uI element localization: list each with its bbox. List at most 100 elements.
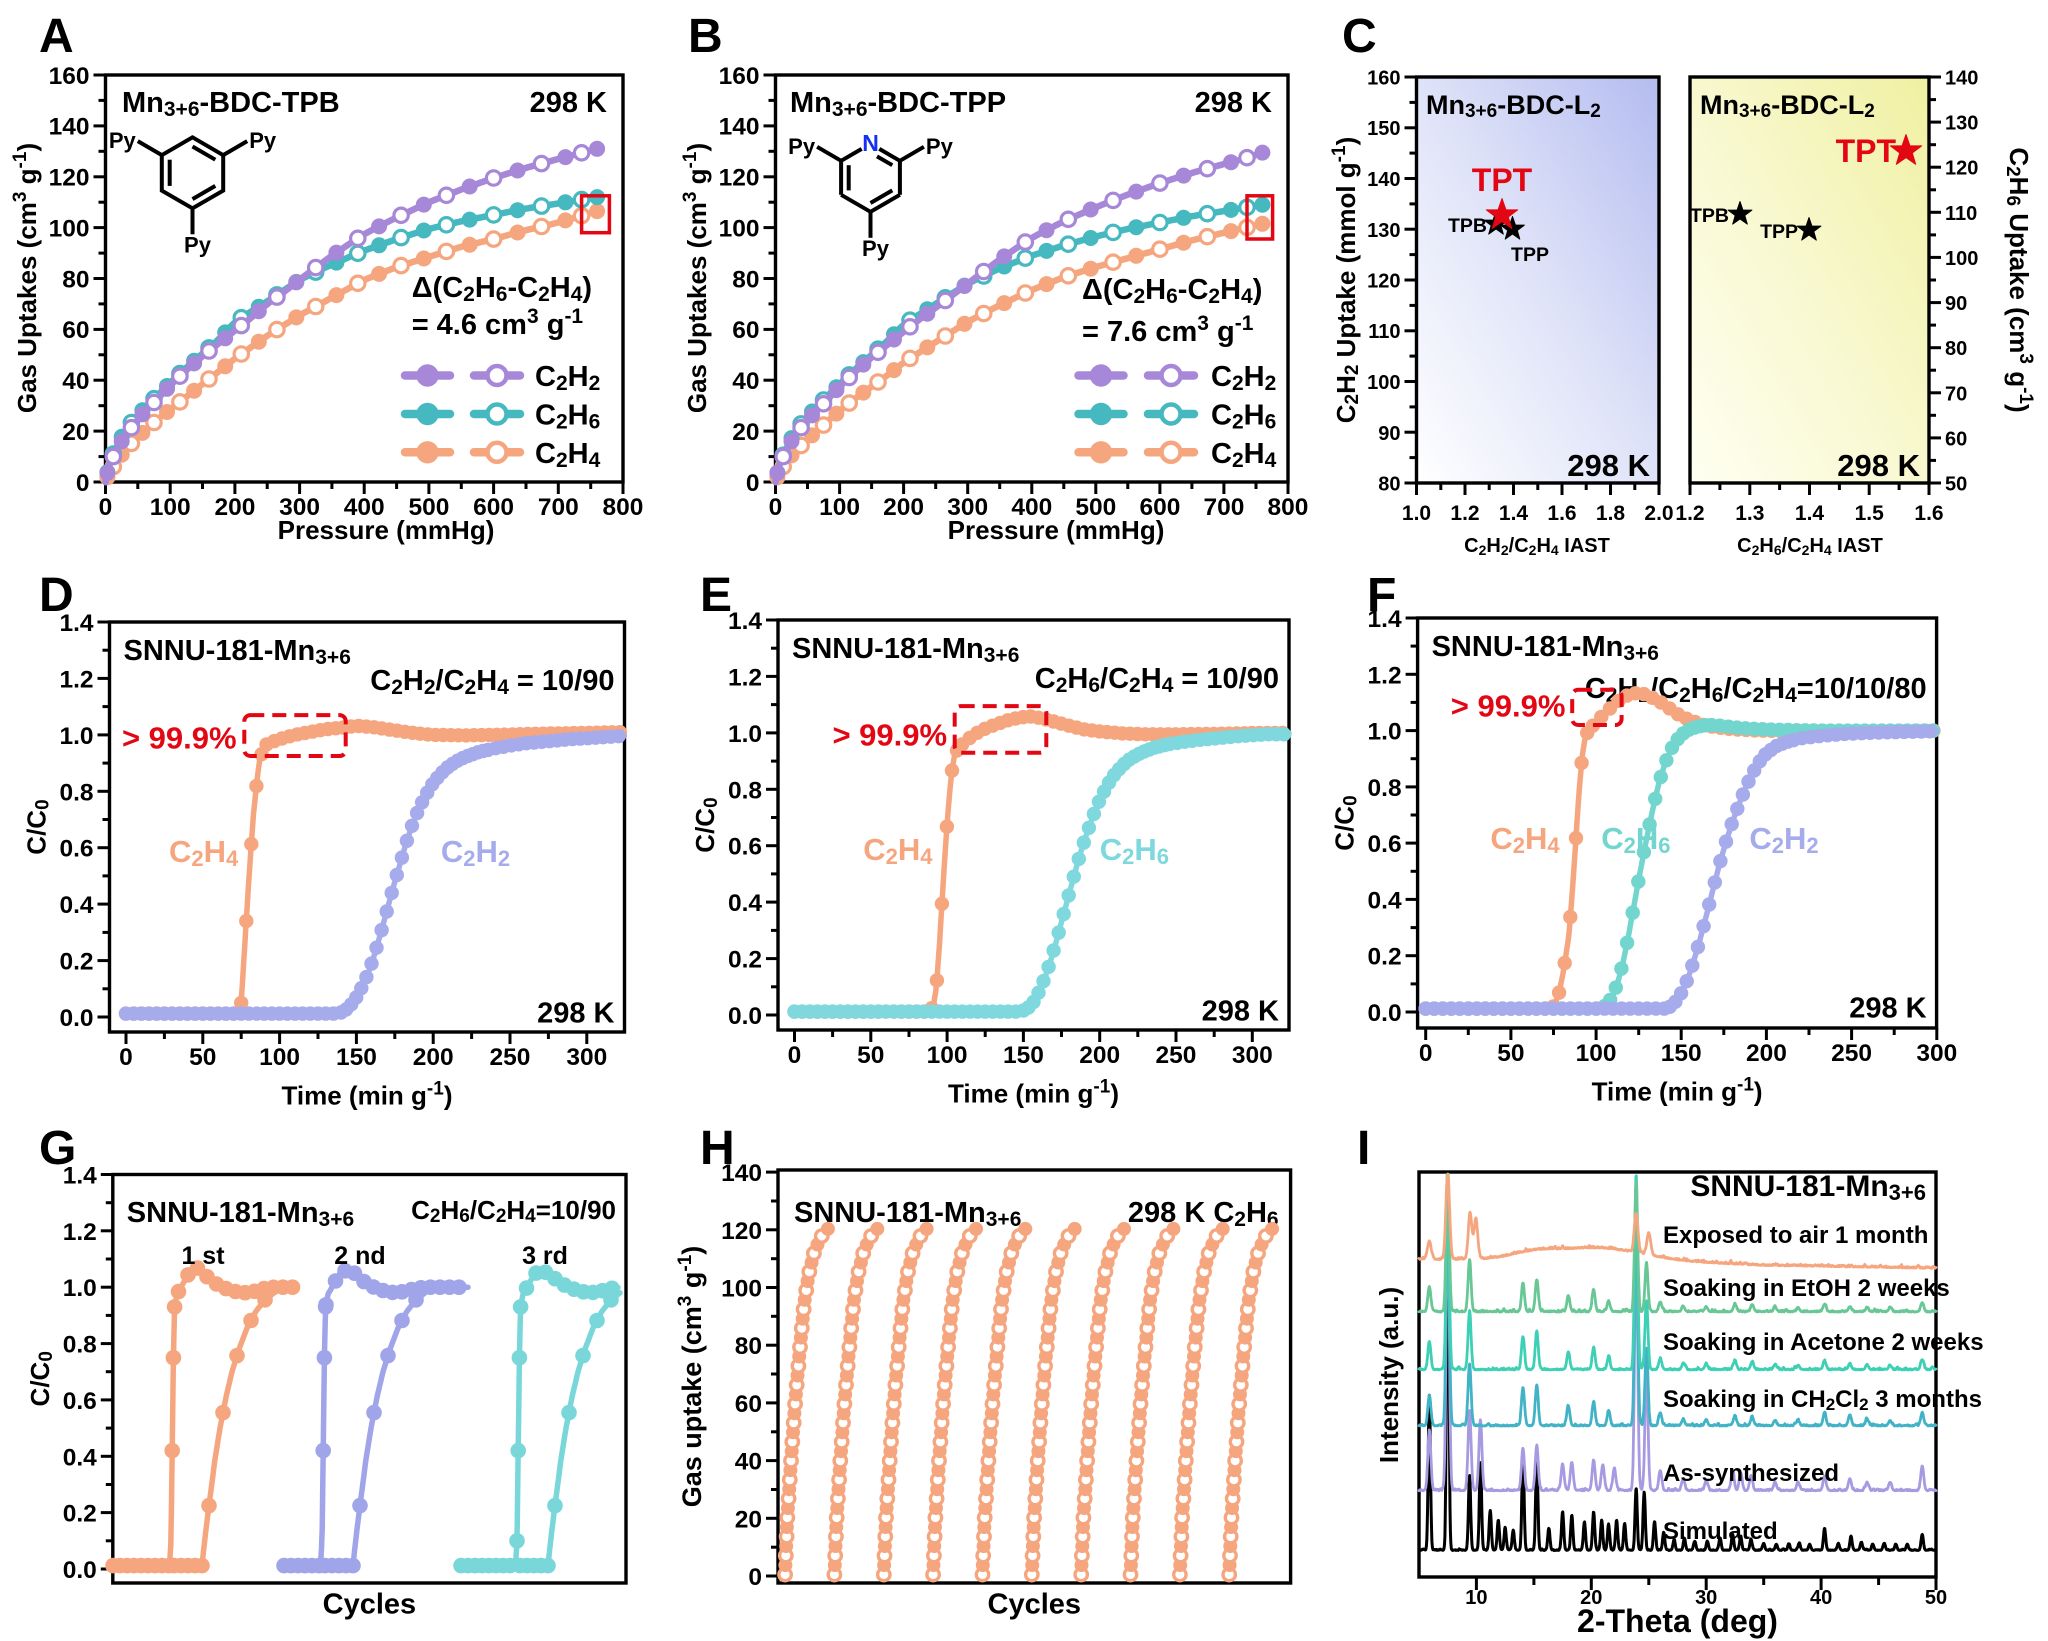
- svg-text:0.6: 0.6: [59, 836, 93, 863]
- svg-text:120: 120: [719, 165, 760, 192]
- svg-text:SNNU-181-Mn3+6: SNNU-181-Mn3+6: [1432, 631, 1659, 665]
- svg-text:Time (min g-1): Time (min g-1): [948, 1077, 1119, 1109]
- svg-text:Gas Uptakes (cm3 g-1): Gas Uptakes (cm3 g-1): [680, 143, 712, 413]
- svg-text:110: 110: [1368, 321, 1400, 343]
- svg-text:150: 150: [336, 1044, 377, 1071]
- svg-text:100: 100: [1367, 372, 1400, 394]
- svg-text:60: 60: [732, 317, 759, 344]
- svg-text:250: 250: [1156, 1042, 1197, 1069]
- svg-text:100: 100: [150, 494, 191, 521]
- svg-text:Mn3+6-BDC-L2: Mn3+6-BDC-L2: [1426, 90, 1601, 122]
- svg-text:150: 150: [1003, 1042, 1044, 1069]
- svg-text:0.2: 0.2: [728, 947, 762, 974]
- svg-text:I: I: [1357, 1122, 1370, 1175]
- svg-text:160: 160: [49, 63, 90, 90]
- svg-text:C2H4: C2H4: [863, 832, 933, 869]
- svg-text:3 rd: 3 rd: [522, 1242, 568, 1270]
- svg-text:200: 200: [214, 494, 255, 521]
- svg-text:140: 140: [721, 1160, 762, 1187]
- svg-text:110: 110: [1945, 203, 1977, 225]
- svg-text:100: 100: [721, 1276, 762, 1303]
- svg-text:140: 140: [1367, 169, 1400, 191]
- svg-text:100: 100: [1945, 248, 1978, 270]
- svg-text:1.4: 1.4: [728, 608, 762, 635]
- svg-text:80: 80: [62, 266, 89, 293]
- svg-text:120: 120: [721, 1218, 762, 1245]
- svg-text:Soaking in CH2Cl2 3 months: Soaking in CH2Cl2 3 months: [1663, 1386, 1982, 1414]
- svg-text:40: 40: [735, 1449, 762, 1476]
- svg-text:= 4.6 cm3 g-1: = 4.6 cm3 g-1: [412, 305, 584, 341]
- svg-text:Mn3+6-BDC-TPP: Mn3+6-BDC-TPP: [790, 87, 1006, 121]
- svg-text:C2H6/C2H4 = 10/90: C2H6/C2H4 = 10/90: [1035, 663, 1279, 697]
- svg-text:200: 200: [883, 494, 924, 521]
- svg-text:1.0: 1.0: [1402, 502, 1431, 525]
- svg-text:298 K: 298 K: [1849, 993, 1926, 1025]
- svg-text:298 K: 298 K: [1195, 87, 1272, 119]
- svg-text:50: 50: [189, 1044, 216, 1071]
- svg-text:0.0: 0.0: [59, 1005, 93, 1032]
- svg-text:0: 0: [119, 1044, 133, 1071]
- svg-text:80: 80: [732, 266, 759, 293]
- svg-text:1.4: 1.4: [63, 1163, 97, 1190]
- svg-text:300: 300: [279, 494, 320, 521]
- svg-text:1.0: 1.0: [63, 1275, 97, 1302]
- svg-text:298 K: 298 K: [530, 87, 607, 119]
- svg-text:C2H4: C2H4: [535, 438, 601, 472]
- svg-text:Simulated: Simulated: [1663, 1518, 1778, 1545]
- svg-text:80: 80: [1945, 338, 1967, 360]
- svg-text:1.2: 1.2: [63, 1219, 97, 1246]
- svg-text:Py: Py: [249, 128, 277, 153]
- svg-text:800: 800: [603, 494, 644, 521]
- svg-text:C2H6 Uptake (cm3 g-1): C2H6 Uptake (cm3 g-1): [2002, 147, 2036, 412]
- svg-text:Py: Py: [862, 236, 890, 261]
- svg-text:Δ(C2H6-C2H4): Δ(C2H6-C2H4): [1082, 274, 1262, 308]
- svg-text:Time (min g-1): Time (min g-1): [281, 1079, 452, 1111]
- svg-text:1.2: 1.2: [1450, 502, 1479, 525]
- svg-text:298 K: 298 K: [1202, 996, 1279, 1028]
- svg-text:Exposed to air 1 month: Exposed to air 1 month: [1663, 1222, 1928, 1249]
- svg-text:SNNU-181-Mn3+6: SNNU-181-Mn3+6: [792, 633, 1019, 667]
- svg-text:0.8: 0.8: [728, 777, 762, 804]
- svg-text:Soaking in EtOH 2 weeks: Soaking in EtOH 2 weeks: [1663, 1275, 1950, 1302]
- svg-text:20: 20: [732, 419, 759, 446]
- svg-text:C: C: [1342, 10, 1377, 63]
- svg-text:SNNU-181-Mn3+6: SNNU-181-Mn3+6: [1690, 1170, 1926, 1205]
- svg-text:C2H2/C2H4 = 10/90: C2H2/C2H4 = 10/90: [370, 665, 614, 699]
- svg-text:40: 40: [1810, 1587, 1832, 1609]
- svg-text:0.4: 0.4: [59, 892, 93, 919]
- svg-text:100: 100: [49, 215, 90, 242]
- svg-text:1.6: 1.6: [1914, 502, 1943, 525]
- svg-text:1.2: 1.2: [1675, 502, 1704, 525]
- svg-text:0.6: 0.6: [63, 1388, 97, 1415]
- svg-text:0.0: 0.0: [728, 1003, 762, 1030]
- svg-text:E: E: [700, 569, 732, 622]
- svg-text:Soaking in Acetone 2 weeks: Soaking in Acetone 2 weeks: [1663, 1329, 1984, 1356]
- svg-text:As-synthesized: As-synthesized: [1663, 1460, 1839, 1487]
- svg-text:0.4: 0.4: [1368, 887, 1402, 914]
- svg-text:2.0: 2.0: [1644, 502, 1673, 525]
- svg-text:TPB: TPB: [1690, 205, 1729, 227]
- svg-text:0.4: 0.4: [728, 890, 762, 917]
- svg-text:= 7.6 cm3 g-1: = 7.6 cm3 g-1: [1082, 312, 1254, 348]
- svg-text:C2H2 Uptake (mmol g-1): C2H2 Uptake (mmol g-1): [1329, 137, 1363, 424]
- svg-text:600: 600: [473, 494, 514, 521]
- svg-text:Mn3+6-BDC-TPB: Mn3+6-BDC-TPB: [122, 87, 340, 121]
- svg-text:50: 50: [857, 1042, 884, 1069]
- svg-text:0.6: 0.6: [1368, 831, 1402, 858]
- svg-text:300: 300: [947, 494, 988, 521]
- svg-text:0: 0: [1419, 1040, 1433, 1067]
- svg-text:0: 0: [748, 1564, 762, 1591]
- svg-text:Py: Py: [184, 232, 212, 257]
- svg-text:1.6: 1.6: [1547, 502, 1576, 525]
- svg-text:298 K: 298 K: [1837, 448, 1920, 483]
- svg-text:120: 120: [1367, 271, 1400, 293]
- svg-text:70: 70: [1945, 383, 1967, 405]
- svg-text:90: 90: [1945, 293, 1967, 315]
- svg-text:140: 140: [49, 114, 90, 141]
- svg-text:300: 300: [566, 1044, 607, 1071]
- svg-text:0.6: 0.6: [728, 834, 762, 861]
- svg-text:1.4: 1.4: [59, 610, 93, 637]
- svg-text:1.0: 1.0: [728, 721, 762, 748]
- svg-text:400: 400: [344, 494, 385, 521]
- svg-text:> 99.9%: > 99.9%: [832, 718, 947, 753]
